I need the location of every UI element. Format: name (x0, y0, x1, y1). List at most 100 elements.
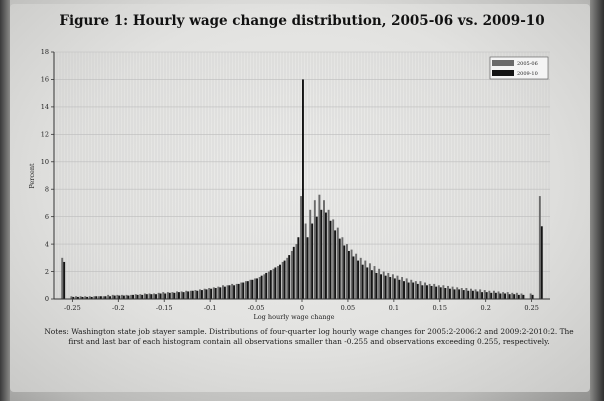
bar-2005-06 (153, 293, 156, 299)
bar-2005-06 (75, 296, 77, 299)
bar-2005-06 (405, 278, 408, 299)
bar-2005-06 (235, 283, 238, 299)
y-axis-label: Percent (28, 163, 36, 189)
bar-2005-06 (515, 292, 518, 299)
bar-2009-10 (233, 285, 236, 299)
bar-2005-06 (447, 285, 449, 299)
bar-2009-10 (375, 272, 378, 299)
bar-2009-10 (297, 237, 300, 299)
bar-2009-10 (320, 209, 323, 299)
bar-2005-06 (281, 261, 284, 299)
legend-label-2005: 2005-06 (517, 61, 538, 67)
bar-2009-10 (274, 267, 277, 299)
bar-2009-10 (145, 294, 148, 299)
bar-2009-10 (481, 292, 484, 299)
bar-2009-10 (444, 288, 447, 299)
legend-swatch-2005 (492, 60, 514, 66)
y-tick-label: 2 (45, 268, 49, 276)
bar-2005-06 (162, 292, 165, 299)
y-tick-label: 8 (45, 185, 49, 193)
bar-2009-10 (412, 282, 415, 299)
bar-2005-06 (217, 286, 220, 299)
bar-2009-10 (132, 294, 134, 299)
bar-2009-10 (471, 290, 474, 299)
bar-2009-10 (191, 290, 194, 299)
grid-layer (53, 51, 550, 300)
bar-2005-06 (479, 289, 482, 299)
bar-2009-10 (384, 275, 387, 299)
bar-2009-10 (324, 212, 327, 299)
bar-2009-10 (467, 290, 470, 299)
bar-2009-10 (113, 295, 116, 299)
bar-2009-10 (540, 226, 543, 299)
bar-2009-10 (476, 291, 479, 299)
bar-2009-10 (164, 293, 167, 299)
bar-2009-10 (426, 285, 428, 299)
y-tick-label: 0 (45, 295, 49, 303)
bar-2009-10 (155, 294, 157, 299)
bar-2009-10 (127, 295, 130, 299)
bar-2005-06 (465, 288, 468, 299)
bar-2005-06 (506, 292, 509, 299)
x-tick-label: 0.2 (481, 304, 491, 312)
bar-2009-10 (150, 294, 153, 299)
bar-2009-10 (504, 293, 506, 299)
bar-2005-06 (387, 272, 390, 299)
bar-2009-10 (522, 294, 525, 299)
bar-2009-10 (352, 256, 355, 299)
y-tick-label: 16 (41, 76, 49, 84)
bar-2005-06 (88, 296, 91, 299)
bar-2005-06 (107, 294, 110, 299)
bar-2009-10 (214, 288, 217, 299)
bar-2009-10 (508, 294, 511, 299)
x-tick-label: -0.2 (112, 304, 125, 312)
bar-2009-10 (462, 290, 465, 299)
bar-2005-06 (442, 285, 445, 299)
bar-2009-10 (315, 216, 318, 299)
bar-2005-06 (401, 277, 404, 299)
bar-2009-10 (499, 293, 502, 299)
bar-2009-10 (490, 292, 493, 299)
bar-2009-10 (357, 260, 360, 299)
bar-2005-06 (300, 196, 302, 299)
bar-2009-10 (256, 278, 258, 299)
x-tick-label: -0.15 (156, 304, 173, 312)
bar-2009-10 (196, 290, 199, 299)
bar-2009-10 (389, 277, 392, 299)
x-tick-label: -0.25 (64, 304, 81, 312)
bar-2005-06 (79, 296, 82, 299)
bar-2005-06 (332, 219, 335, 299)
bar-2005-06 (143, 293, 146, 299)
bar-2005-06 (313, 200, 316, 299)
x-tick-label: 0.25 (524, 304, 538, 312)
bar-2009-10 (122, 295, 125, 299)
bar-2005-06 (180, 291, 183, 299)
bar-2005-06 (410, 279, 413, 299)
bar-2005-06 (111, 294, 114, 299)
bar-2005-06 (70, 296, 73, 299)
ticks-layer: -0.25 -0.2 -0.15 -0.1 -0.05 0 0.05 0.1 0.15 0.2 0.… (41, 48, 539, 312)
bar-2005-06 (208, 288, 211, 299)
bar-2005-06 (203, 288, 206, 299)
bar-2009-10 (453, 289, 456, 299)
bar-2005-06 (483, 290, 486, 299)
bar-2005-06 (529, 293, 532, 299)
figure-notes: Notes: Washington state job stayer sampl… (44, 327, 574, 346)
bar-2009-10 (219, 287, 222, 299)
bar-2005-06 (157, 292, 160, 299)
bar-2005-06 (130, 294, 133, 299)
bar-2009-10 (104, 296, 107, 299)
bar-2005-06 (336, 227, 339, 299)
bar-2009-10 (118, 295, 121, 299)
bar-2009-10 (178, 292, 180, 299)
bar-2009-10 (246, 281, 249, 299)
bar-2005-06 (171, 292, 174, 299)
bar-2009-10 (269, 270, 272, 299)
x-tick-label: -0.1 (204, 304, 217, 312)
page-shadow-left (0, 0, 10, 401)
bar-2005-06 (341, 237, 344, 299)
bar-2009-10 (279, 264, 281, 299)
bar-2009-10 (347, 250, 350, 299)
bar-2005-06 (323, 200, 325, 299)
bar-2009-10 (228, 285, 231, 299)
